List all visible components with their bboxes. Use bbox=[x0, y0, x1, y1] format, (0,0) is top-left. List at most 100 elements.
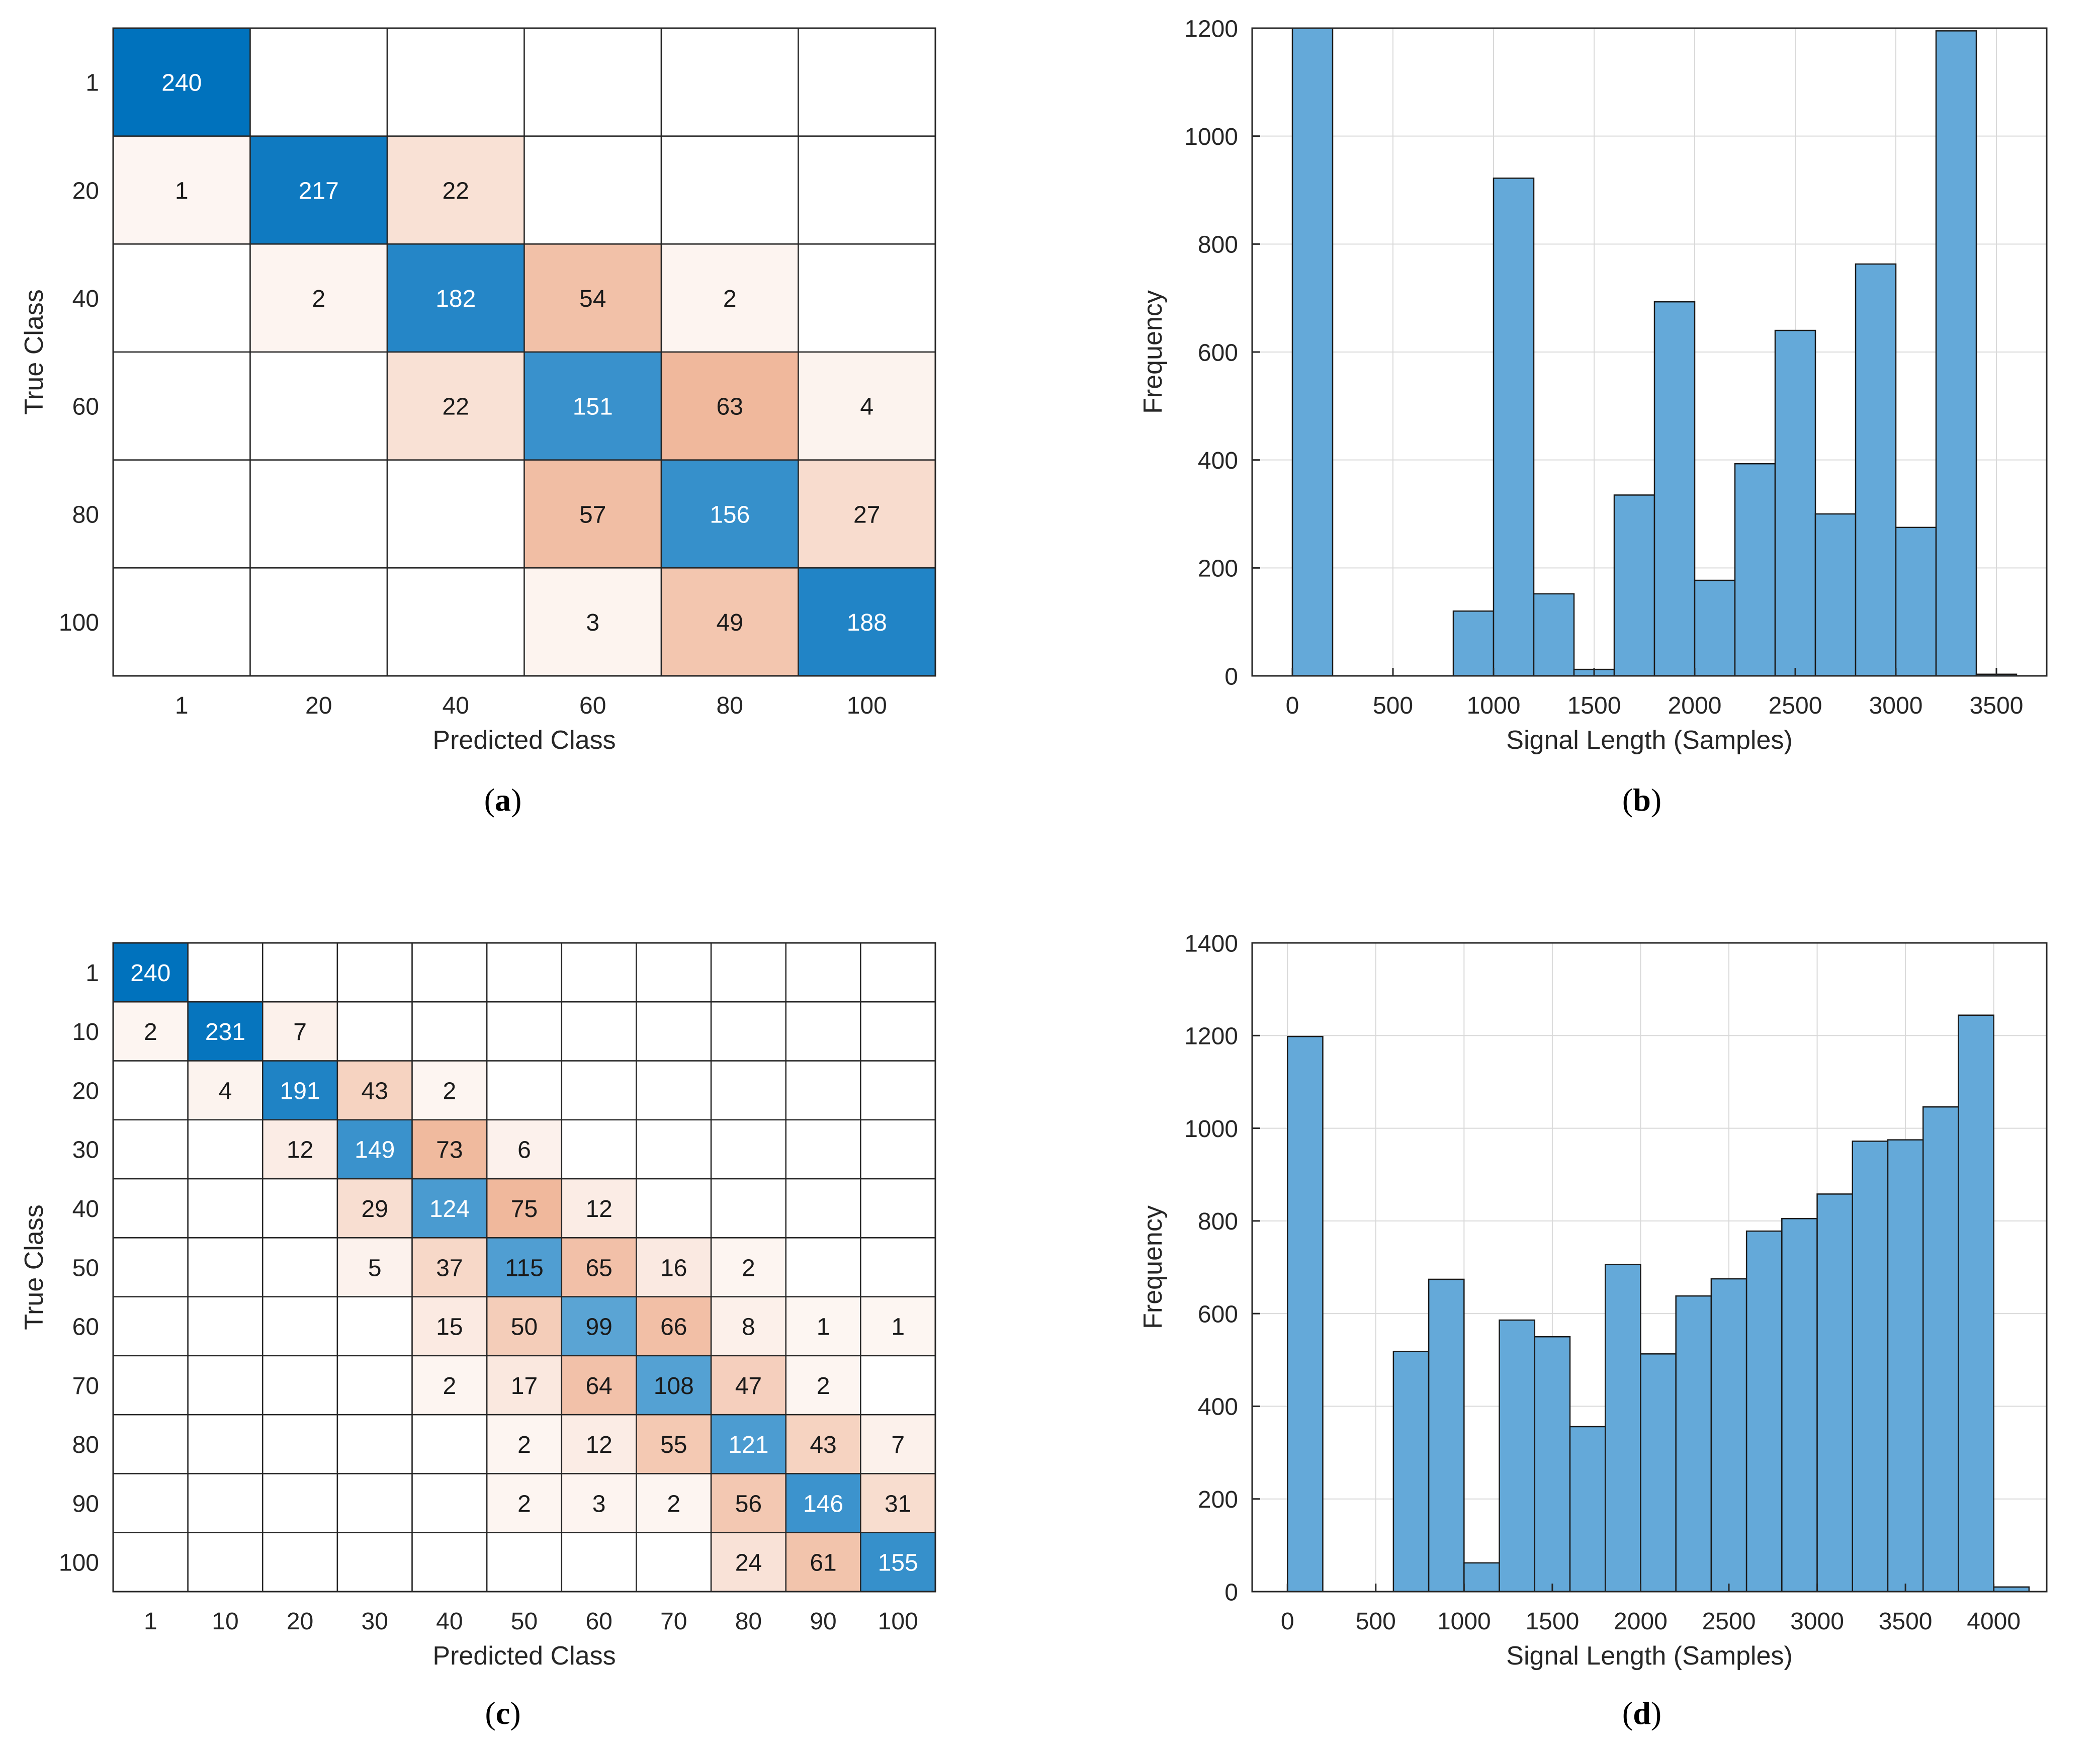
x-tick-label: 3000 bbox=[1790, 1608, 1844, 1635]
y-tick-label: 60 bbox=[72, 394, 99, 420]
matrix-cell bbox=[187, 1178, 264, 1239]
x-axis-label: Signal Length (Samples) bbox=[1506, 1641, 1792, 1671]
cell-value: 37 bbox=[436, 1255, 463, 1281]
x-tick-label: 500 bbox=[1356, 1608, 1396, 1635]
matrix-cell bbox=[386, 135, 525, 245]
matrix-cell bbox=[187, 942, 264, 1003]
cell-value: 24 bbox=[735, 1550, 762, 1577]
histogram-bar bbox=[1640, 1353, 1677, 1593]
x-tick-label: 2500 bbox=[1769, 692, 1822, 719]
histogram-bar bbox=[1428, 1278, 1465, 1593]
panel-caption: (d) bbox=[1622, 1695, 1661, 1731]
panel-caption: (a) bbox=[484, 782, 522, 818]
matrix-cell bbox=[411, 942, 488, 1003]
matrix-cell bbox=[636, 1178, 712, 1239]
cell-value: 188 bbox=[847, 609, 887, 636]
matrix-cell bbox=[336, 1355, 413, 1416]
matrix-cell bbox=[112, 27, 251, 137]
matrix-cell bbox=[262, 942, 338, 1003]
matrix-cell bbox=[798, 243, 936, 353]
matrix-cell bbox=[636, 1532, 712, 1593]
matrix-cell bbox=[785, 1296, 861, 1357]
x-axis-label: Predicted Class bbox=[432, 1641, 616, 1671]
matrix-cell bbox=[486, 1532, 563, 1593]
cell-value: 182 bbox=[435, 286, 476, 312]
matrix-cell bbox=[660, 243, 799, 353]
matrix-cell bbox=[636, 1296, 712, 1357]
matrix-cell bbox=[660, 135, 799, 245]
y-tick-label: 0 bbox=[1224, 663, 1238, 690]
cell-value: 61 bbox=[810, 1550, 836, 1577]
cell-value: 240 bbox=[130, 960, 170, 987]
histogram-bar bbox=[1958, 1014, 1994, 1593]
matrix-cell bbox=[710, 942, 786, 1003]
matrix-cell bbox=[785, 1001, 861, 1062]
matrix-cell bbox=[187, 1532, 264, 1593]
matrix-cell bbox=[249, 27, 388, 137]
matrix-cell bbox=[561, 1060, 637, 1121]
matrix-cell bbox=[386, 459, 525, 569]
caption-paren: ) bbox=[1651, 1695, 1661, 1731]
matrix-cell bbox=[262, 1119, 338, 1180]
histogram-bar bbox=[1452, 610, 1495, 677]
x-tick-label: 80 bbox=[717, 692, 743, 719]
cell-value: 2 bbox=[517, 1432, 531, 1458]
matrix-cell bbox=[486, 1178, 563, 1239]
y-tick-label: 20 bbox=[72, 178, 99, 204]
matrix-cell bbox=[636, 1237, 712, 1297]
matrix-cell bbox=[386, 243, 525, 353]
y-axis-label: True Class bbox=[20, 1204, 49, 1330]
cell-value: 155 bbox=[878, 1550, 918, 1577]
histogram-bar bbox=[1887, 1139, 1924, 1593]
cell-value: 2 bbox=[312, 286, 325, 312]
matrix-cell bbox=[785, 942, 861, 1003]
cell-value: 16 bbox=[660, 1255, 687, 1281]
matrix-cell bbox=[262, 1414, 338, 1474]
matrix-cell bbox=[710, 1119, 786, 1180]
matrix-cell bbox=[798, 27, 936, 137]
cell-value: 146 bbox=[803, 1491, 843, 1517]
matrix-cell bbox=[249, 567, 388, 677]
y-tick-label: 600 bbox=[1198, 339, 1238, 366]
matrix-cell bbox=[112, 1473, 189, 1533]
cell-value: 115 bbox=[505, 1255, 544, 1281]
matrix-cell bbox=[411, 1001, 488, 1062]
histogram-bar bbox=[1710, 1278, 1747, 1593]
x-tick-label: 100 bbox=[878, 1608, 918, 1635]
matrix-cell bbox=[860, 942, 936, 1003]
histogram-bar bbox=[1653, 301, 1696, 677]
caption-letter: d bbox=[1633, 1695, 1651, 1731]
x-tick-label: 100 bbox=[847, 692, 887, 719]
cell-value: 1 bbox=[175, 178, 189, 204]
histogram-bar bbox=[1895, 527, 1937, 677]
histogram-bar bbox=[1675, 1295, 1712, 1593]
cell-value: 57 bbox=[579, 501, 606, 528]
caption-paren: ) bbox=[511, 782, 521, 818]
matrix-cell bbox=[336, 1178, 413, 1239]
panel-caption: (b) bbox=[1622, 782, 1661, 818]
x-tick-label: 70 bbox=[660, 1608, 687, 1635]
matrix-cell bbox=[523, 243, 662, 353]
y-tick-label: 1000 bbox=[1184, 124, 1238, 150]
matrix-cell bbox=[112, 243, 251, 353]
y-tick-label: 1 bbox=[85, 960, 99, 987]
matrix-cell bbox=[112, 135, 251, 245]
histogram-bar bbox=[1781, 1218, 1818, 1593]
caption-paren: ( bbox=[485, 1695, 495, 1731]
cell-value: 149 bbox=[355, 1137, 395, 1164]
histogram-bar bbox=[1392, 1351, 1430, 1593]
matrix-cell bbox=[386, 351, 525, 461]
y-tick-label: 40 bbox=[72, 286, 99, 312]
matrix-cell bbox=[336, 1532, 413, 1593]
y-tick-label: 200 bbox=[1198, 556, 1238, 582]
caption-paren: ( bbox=[484, 782, 495, 818]
histogram-bar bbox=[1814, 513, 1857, 677]
matrix-cell bbox=[249, 243, 388, 353]
cell-value: 7 bbox=[293, 1019, 307, 1045]
matrix-cell bbox=[112, 942, 189, 1003]
matrix-cell bbox=[710, 1060, 786, 1121]
cell-value: 2 bbox=[667, 1491, 680, 1517]
matrix-cell bbox=[561, 1001, 637, 1062]
x-tick-label: 1000 bbox=[1437, 1608, 1491, 1635]
matrix-cell bbox=[636, 1473, 712, 1533]
